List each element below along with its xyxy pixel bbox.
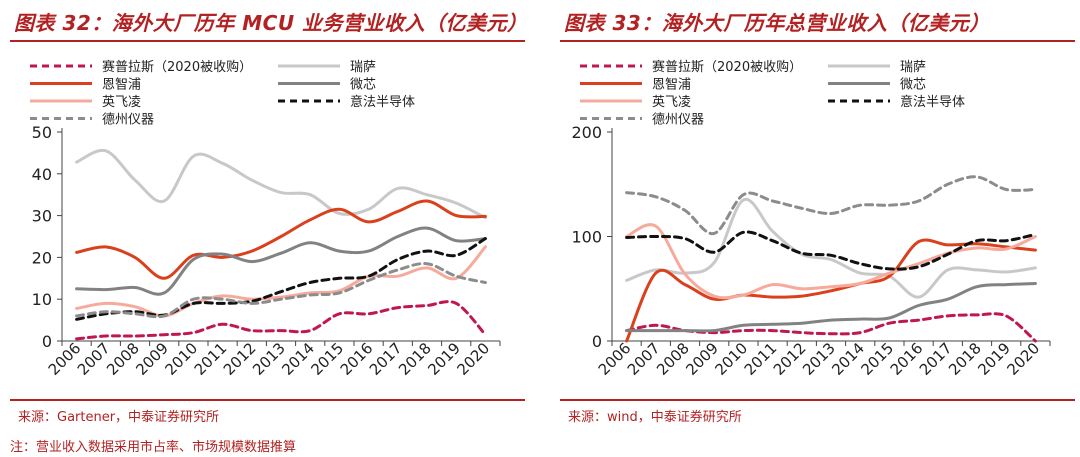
legend-label-series-2: 瑞萨 — [350, 60, 376, 75]
x-tick-label: 2013 — [249, 339, 289, 379]
footnote: 注：营业收入数据采用市占率、市场规模数据推算 — [10, 440, 297, 455]
line-series-1 — [75, 300, 487, 341]
legend-label-series-4: 微芯 — [350, 78, 376, 93]
left-title-rule — [10, 40, 525, 42]
legend-label-series-7: 德州仪器 — [102, 113, 154, 128]
y-tick-label: 0 — [42, 332, 52, 351]
y-tick-label: 200 — [571, 123, 602, 142]
line-series-7 — [75, 262, 487, 319]
legend-label-series-6: 意法半导体 — [900, 94, 965, 110]
legend-item-series-7: 德州仪器 — [580, 113, 704, 128]
legend-item-series-1: 赛普拉斯（2020被收购） — [30, 59, 252, 75]
left-chart-panel: 图表 32：海外大厂历年 MCU 业务营业收入（亿美元） 赛普拉斯（2020被收… — [0, 0, 530, 432]
line-series-5 — [625, 223, 1037, 300]
x-tick-label: 2011 — [741, 339, 781, 379]
line-series-7 — [625, 175, 1037, 235]
legend-item-series-3: 恩智浦 — [580, 78, 691, 93]
x-tick-label: 2020 — [1003, 339, 1043, 379]
x-tick-label: 2016 — [337, 339, 377, 379]
legend-item-series-1: 赛普拉斯（2020被收购） — [580, 59, 802, 75]
legend-label-series-1: 赛普拉斯（2020被收购） — [102, 59, 252, 75]
right-chart-title: 图表 33：海外大厂历年总营业收入（亿美元） — [564, 11, 990, 35]
x-tick-label: 2008 — [103, 339, 143, 379]
line-series-6 — [625, 230, 1037, 271]
x-tick-label: 2017 — [366, 339, 406, 379]
line-series-5 — [75, 245, 487, 318]
x-tick-label: 2014 — [278, 339, 318, 379]
line-series-4 — [75, 226, 487, 296]
legend-label-series-4: 微芯 — [900, 78, 926, 93]
legend-item-series-2: 瑞萨 — [278, 60, 376, 75]
y-tick-label: 100 — [571, 228, 602, 247]
right-chart-panel: 图表 33：海外大厂历年总营业收入（亿美元） 赛普拉斯（2020被收购） 瑞萨恩智… — [550, 0, 1080, 432]
y-tick-label: 20 — [32, 248, 52, 267]
y-tick-label: 50 — [32, 123, 52, 142]
x-tick-label: 2007 — [624, 339, 664, 379]
x-tick-label: 2012 — [770, 339, 810, 379]
right-source-rule — [560, 399, 1075, 401]
x-tick-label: 2011 — [191, 339, 231, 379]
x-tick-label: 2014 — [828, 339, 868, 379]
x-tick-label: 2015 — [857, 339, 897, 379]
legend-item-series-5: 英飞凌 — [30, 95, 141, 110]
line-series-2 — [625, 197, 1037, 299]
legend-item-series-4: 微芯 — [278, 78, 376, 93]
legend-label-series-7: 德州仪器 — [652, 113, 704, 128]
legend-label-series-5: 英飞凌 — [102, 95, 141, 110]
x-tick-label: 2018 — [945, 339, 985, 379]
legend-item-series-5: 英飞凌 — [580, 95, 691, 110]
left-source-rule — [10, 399, 525, 401]
legend-item-series-4: 微芯 — [828, 78, 926, 93]
x-tick-label: 2008 — [653, 339, 693, 379]
line-series-2 — [75, 148, 487, 220]
left-chart-source: 来源：Gartener，中泰证券研究所 — [18, 410, 220, 425]
line-series-3 — [75, 199, 487, 280]
x-tick-label: 2015 — [307, 339, 347, 379]
x-tick-label: 2009 — [682, 339, 722, 379]
x-tick-label: 2012 — [220, 339, 260, 379]
x-tick-label: 2019 — [424, 339, 464, 379]
x-tick-label: 2018 — [395, 339, 435, 379]
y-tick-label: 40 — [32, 165, 52, 184]
line-series-4 — [625, 282, 1037, 333]
legend-item-series-6: 意法半导体 — [278, 94, 415, 110]
y-tick-label: 30 — [32, 207, 52, 226]
legend-label-series-5: 英飞凌 — [652, 95, 691, 110]
x-tick-label: 2007 — [74, 339, 114, 379]
x-tick-label: 2010 — [711, 339, 751, 379]
legend-label-series-3: 恩智浦 — [102, 78, 141, 93]
line-series-6 — [75, 237, 487, 321]
x-tick-label: 2016 — [887, 339, 927, 379]
x-tick-label: 2013 — [799, 339, 839, 379]
legend-label-series-6: 意法半导体 — [350, 94, 415, 110]
x-tick-label: 2017 — [916, 339, 956, 379]
legend-item-series-2: 瑞萨 — [828, 60, 926, 75]
x-tick-label: 2010 — [161, 339, 201, 379]
right-chart-source: 来源：wind，中泰证券研究所 — [568, 410, 742, 425]
legend-label-series-2: 瑞萨 — [900, 60, 926, 75]
y-tick-label: 10 — [32, 290, 52, 309]
x-tick-label: 2009 — [132, 339, 172, 379]
right-title-rule — [560, 40, 1075, 42]
legend-item-series-7: 德州仪器 — [30, 113, 154, 128]
left-chart-title: 图表 32：海外大厂历年 MCU 业务营业收入（亿美元） — [14, 11, 528, 35]
legend-item-series-6: 意法半导体 — [828, 94, 965, 110]
legend-label-series-3: 恩智浦 — [652, 78, 691, 93]
legend-item-series-3: 恩智浦 — [30, 78, 141, 93]
x-tick-label: 2019 — [974, 339, 1014, 379]
x-tick-label: 2020 — [453, 339, 493, 379]
legend-label-series-1: 赛普拉斯（2020被收购） — [652, 59, 802, 75]
line-series-1 — [625, 312, 1037, 343]
y-tick-label: 0 — [592, 332, 602, 351]
